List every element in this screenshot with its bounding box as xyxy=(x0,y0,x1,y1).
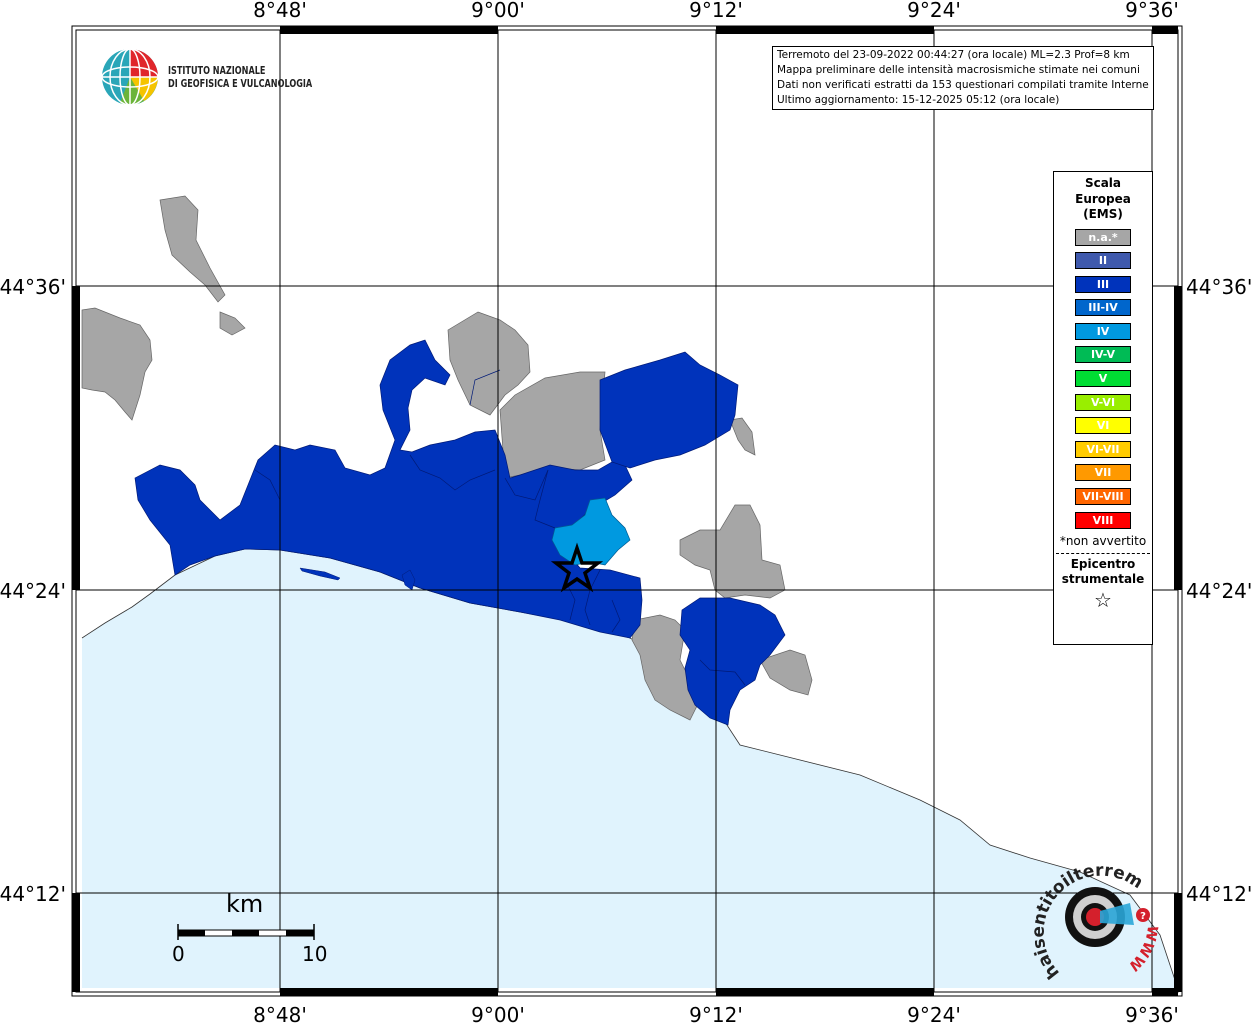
scale-end: 10 xyxy=(302,942,328,966)
intensity-legend: Scala Europea (EMS) n.a.* II III III-IV IV IV… xyxy=(1053,171,1153,645)
tick-label: 9°36' xyxy=(1125,0,1179,22)
legend-item-n-a: n.a.* xyxy=(1075,228,1131,246)
tick-label: 44°24' xyxy=(1186,579,1252,603)
legend-item-viii: VIII xyxy=(1075,511,1131,529)
watermark-www: WWW xyxy=(1125,924,1160,973)
legend-note: *non avvertito xyxy=(1059,534,1147,549)
tick-label: 44°36' xyxy=(0,275,66,299)
info-line2: Mappa preliminare delle intensità macros… xyxy=(777,64,1140,76)
ingv-logo: ISTITUTO NAZIONALE DI GEOFISICA E VULCAN… xyxy=(100,47,344,107)
bottom-tick-labels: 8°48' 9°00' 9°12' 9°24' 9°36' xyxy=(253,1003,1179,1024)
sea-area xyxy=(82,549,1175,988)
right-tick-labels: 44°36' 44°24' 44°12' xyxy=(1186,275,1252,906)
tick-label: 9°36' xyxy=(1125,1003,1179,1024)
legend-epicenter-line1: Epicentro xyxy=(1070,557,1136,572)
municipality-borders xyxy=(254,369,746,686)
municipality-intensity-iv xyxy=(551,497,631,566)
legend-item-vii: VII xyxy=(1075,464,1131,482)
harbor-features xyxy=(299,567,416,591)
tick-label: 44°12' xyxy=(0,882,66,906)
institute-line2: DI GEOFISICA E VULCANOLOGIA xyxy=(168,77,313,90)
legend-item-vi-vii: VI-VII xyxy=(1075,440,1131,458)
legend-epicenter-label: Epicentro strumentale xyxy=(1054,557,1152,587)
tick-label: 9°12' xyxy=(689,1003,743,1024)
legend-item-v-vi: V-VI xyxy=(1075,393,1131,411)
info-line4: Ultimo aggiornamento: 15-12-2025 05:12 (… xyxy=(777,94,1060,106)
tick-label: 44°24' xyxy=(0,579,66,603)
scale-bar: km 0 10 xyxy=(170,890,350,970)
legend-separator xyxy=(1056,553,1150,555)
top-tick-labels: 8°48' 9°00' 9°12' 9°24' 9°36' xyxy=(253,0,1179,22)
haisentito-logo: haisentitoilterremoto.it WWW ? xyxy=(1030,855,1160,983)
left-tick-labels: 44°36' 44°24' 44°12' xyxy=(0,275,66,906)
municipalities-not-available xyxy=(81,195,813,721)
legend-item-iii: III xyxy=(1075,275,1131,293)
tick-label: 44°12' xyxy=(1186,882,1252,906)
epicenter-star xyxy=(550,542,604,593)
legend-title-line1: Scala xyxy=(1084,176,1122,190)
scale-start: 0 xyxy=(172,942,185,966)
globe-icon xyxy=(101,48,159,106)
institute-name: ISTITUTO NAZIONALE DI GEOFISICA E VULCAN… xyxy=(168,64,312,90)
tick-label: 8°48' xyxy=(253,0,307,22)
graticule xyxy=(76,30,1178,992)
info-line3: Dati non verificati estratti da 153 ques… xyxy=(777,79,1149,91)
legend-item-v: V xyxy=(1075,370,1131,388)
tick-label: 9°24' xyxy=(907,1003,961,1024)
tick-label: 9°12' xyxy=(689,0,743,22)
legend-item-vi: VI xyxy=(1075,417,1131,435)
legend-item-iii-iv: III-IV xyxy=(1075,299,1131,317)
tick-label: 9°24' xyxy=(907,0,961,22)
map-frame xyxy=(71,25,1183,997)
tick-label: 9°00' xyxy=(471,1003,525,1024)
scale-ruler xyxy=(177,924,315,940)
legend-epicenter-line2: strumentale xyxy=(1061,572,1145,587)
legend-items: n.a.* II III III-IV IV IV-V V V-VI VI VI-VII VII VI… xyxy=(1054,228,1152,529)
municipalities-intensity-iii xyxy=(134,339,786,726)
legend-title-line2: Europea xyxy=(1075,191,1131,206)
star-icon: ☆ xyxy=(1094,588,1112,613)
institute-line1: ISTITUTO NAZIONALE xyxy=(168,64,266,77)
scale-unit: km xyxy=(226,890,264,918)
legend-item-iv: IV xyxy=(1075,322,1131,340)
legend-item-ii: II xyxy=(1075,252,1131,270)
tick-label: 8°48' xyxy=(253,1003,307,1024)
tick-label: 44°36' xyxy=(1186,275,1252,299)
tick-label: 9°00' xyxy=(471,0,525,22)
legend-title: Scala Europea (EMS) xyxy=(1054,176,1152,223)
legend-title-line3: (EMS) xyxy=(1083,207,1123,221)
svg-text:?: ? xyxy=(1140,911,1146,922)
legend-item-iv-v: IV-V xyxy=(1075,346,1131,364)
earthquake-info-box: Terremoto del 23-09-2022 00:44:27 (ora l… xyxy=(772,46,1154,110)
legend-item-vii-viii: VII-VIII xyxy=(1075,488,1131,506)
info-line1: Terremoto del 23-09-2022 00:44:27 (ora l… xyxy=(777,49,1130,61)
